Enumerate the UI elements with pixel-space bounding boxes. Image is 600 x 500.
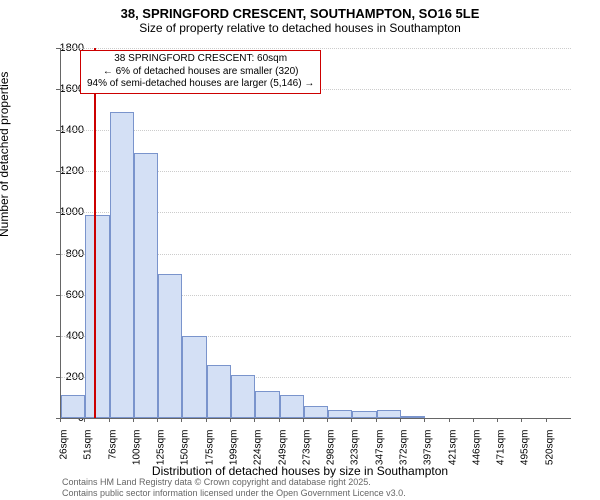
x-tick-mark [327,418,328,422]
histogram-bar [207,365,231,418]
histogram-bar [304,406,328,418]
title-address: 38, SPRINGFORD CRESCENT, SOUTHAMPTON, SO… [0,6,600,21]
histogram-bar [401,416,425,418]
histogram-bar [61,395,85,418]
x-axis-label: Distribution of detached houses by size … [0,464,600,478]
x-tick-mark [521,418,522,422]
footer-line-2: Contains public sector information licen… [62,488,406,498]
footer-attribution: Contains HM Land Registry data © Crown c… [62,477,406,498]
x-tick-mark [473,418,474,422]
chart-title: 38, SPRINGFORD CRESCENT, SOUTHAMPTON, SO… [0,6,600,35]
x-tick-mark [497,418,498,422]
callout-line-1: 38 SPRINGFORD CRESCENT: 60sqm [87,53,314,66]
x-tick-mark [351,418,352,422]
callout-box: 38 SPRINGFORD CRESCENT: 60sqm ← 6% of de… [80,50,321,94]
title-subtitle: Size of property relative to detached ho… [0,21,600,35]
x-tick-mark [84,418,85,422]
histogram-bar [182,336,206,418]
gridline [61,48,571,49]
x-tick-mark [230,418,231,422]
callout-line-3: 94% of semi-detached houses are larger (… [87,78,314,91]
x-tick-mark [206,418,207,422]
x-tick-mark [109,418,110,422]
chart-container: 38, SPRINGFORD CRESCENT, SOUTHAMPTON, SO… [0,0,600,500]
x-tick-mark [157,418,158,422]
histogram-bar [85,215,109,419]
x-tick-mark [400,418,401,422]
histogram-bar [134,153,158,418]
y-axis-label: Number of detached properties [0,72,11,237]
x-tick-mark [376,418,377,422]
callout-line-2: ← 6% of detached houses are smaller (320… [87,66,314,79]
histogram-bar [352,411,376,418]
histogram-bar [328,410,352,418]
x-tick-mark [254,418,255,422]
histogram-bar [231,375,255,418]
histogram-bar [377,410,401,418]
x-tick-mark [133,418,134,422]
x-tick-mark [424,418,425,422]
histogram-bar [158,274,182,418]
plot-area [60,48,571,419]
x-tick-mark [60,418,61,422]
x-tick-mark [181,418,182,422]
x-tick-mark [546,418,547,422]
gridline [61,130,571,131]
footer-line-1: Contains HM Land Registry data © Crown c… [62,477,406,487]
x-tick-mark [449,418,450,422]
histogram-bar [255,391,279,418]
histogram-bar [110,112,134,418]
property-marker-line [94,48,96,418]
histogram-bar [280,395,304,418]
x-tick-mark [279,418,280,422]
x-tick-mark [303,418,304,422]
